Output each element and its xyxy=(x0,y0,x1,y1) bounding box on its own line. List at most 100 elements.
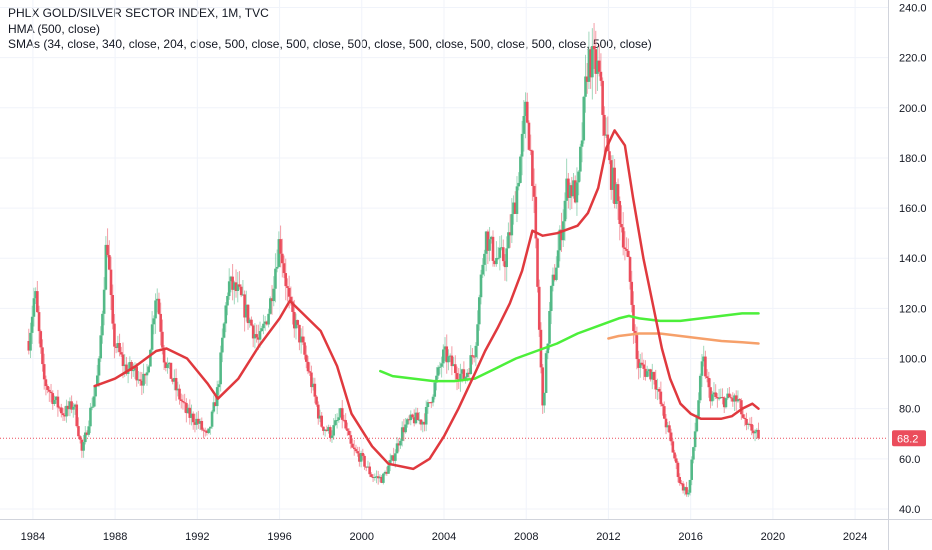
candle-body xyxy=(308,371,312,373)
candle xyxy=(251,324,255,348)
candle xyxy=(471,348,474,365)
candle xyxy=(269,296,272,315)
y-axis: 40.0 60.0 80.0 100.0 120.0 140.0 160.0 180.0 200… xyxy=(888,0,927,550)
candle xyxy=(640,352,644,366)
candle xyxy=(392,447,395,465)
candle-body xyxy=(60,407,63,414)
candle-body xyxy=(332,425,335,436)
candle xyxy=(592,23,596,70)
candle-body xyxy=(757,429,760,439)
candle-body xyxy=(683,487,687,491)
candle xyxy=(515,176,519,223)
candle xyxy=(745,412,748,431)
candle xyxy=(620,205,623,233)
candle xyxy=(358,446,361,467)
candle xyxy=(275,249,279,273)
candle xyxy=(570,176,574,209)
candle-body xyxy=(529,149,532,151)
candle xyxy=(618,196,622,241)
candle xyxy=(555,256,558,282)
candle xyxy=(397,438,401,452)
candle-body xyxy=(44,379,48,387)
candle xyxy=(356,446,359,457)
candle-body xyxy=(373,477,377,479)
candle-body xyxy=(32,298,36,317)
candle-body xyxy=(692,447,695,460)
candle-body xyxy=(143,373,147,376)
candle xyxy=(625,237,628,257)
candle-body xyxy=(190,413,193,418)
candle-body xyxy=(668,425,671,433)
candle xyxy=(608,142,611,165)
candle xyxy=(484,230,488,272)
candle-body xyxy=(587,49,591,82)
candle xyxy=(171,377,174,385)
candle-body xyxy=(344,420,347,429)
candle-body xyxy=(394,453,397,461)
candle xyxy=(623,231,627,261)
candle xyxy=(248,317,252,328)
candle-body xyxy=(296,320,300,325)
candle xyxy=(104,236,108,291)
candle xyxy=(692,446,695,464)
candle-body xyxy=(54,396,58,401)
candle xyxy=(301,326,305,346)
candle-body xyxy=(717,398,721,400)
y-tick-label: 160.0 xyxy=(899,203,927,215)
candle-body xyxy=(188,407,192,418)
candle-body xyxy=(392,455,395,461)
candle xyxy=(519,154,522,184)
candle xyxy=(191,411,195,430)
candle xyxy=(155,288,159,313)
candle-body xyxy=(313,383,317,397)
candle-body xyxy=(119,352,123,355)
candle xyxy=(310,365,313,394)
candle xyxy=(106,228,109,258)
candle-body xyxy=(640,362,644,365)
candle-body xyxy=(750,424,753,431)
candle xyxy=(474,342,478,367)
candle xyxy=(628,256,632,290)
candle-body xyxy=(620,223,623,228)
candle-body xyxy=(265,321,269,325)
candle-body xyxy=(481,264,485,275)
candle xyxy=(435,367,438,391)
candle xyxy=(697,392,700,420)
candle xyxy=(133,362,137,379)
candle xyxy=(406,417,409,428)
candle xyxy=(495,241,498,267)
candle-body xyxy=(366,466,370,468)
sma-orange-line xyxy=(607,332,760,345)
candle-body xyxy=(551,274,555,286)
candle xyxy=(270,285,274,315)
candle-body xyxy=(400,427,404,441)
candle xyxy=(267,308,270,328)
candle-body xyxy=(556,250,560,268)
candle-body xyxy=(414,412,418,424)
candle-body xyxy=(236,284,240,291)
candle-body xyxy=(245,304,248,318)
candle xyxy=(178,384,181,405)
candle xyxy=(231,264,234,301)
candle xyxy=(200,417,204,432)
candle-body xyxy=(685,487,688,495)
candle-body xyxy=(174,377,178,391)
candle xyxy=(746,422,750,430)
candle xyxy=(118,333,121,357)
candle-body xyxy=(37,312,41,332)
candle xyxy=(322,426,325,436)
candle xyxy=(210,409,214,429)
candle-body xyxy=(527,122,531,150)
candle xyxy=(654,369,658,399)
candle xyxy=(359,450,363,468)
candle-body xyxy=(306,361,310,372)
candle xyxy=(512,195,515,225)
candle-body xyxy=(748,423,752,425)
candle xyxy=(750,416,753,436)
candle xyxy=(639,353,642,378)
candle xyxy=(107,240,111,271)
candle xyxy=(109,256,113,311)
candle xyxy=(323,428,327,437)
candle xyxy=(388,453,392,472)
